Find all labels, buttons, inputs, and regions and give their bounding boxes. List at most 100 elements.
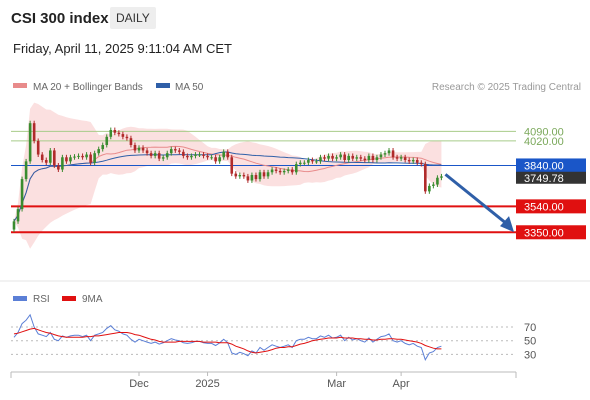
candle-body <box>440 176 443 178</box>
period-daily-button[interactable]: DAILY <box>110 7 156 29</box>
candle-body <box>24 161 28 180</box>
candle-body <box>53 150 56 166</box>
candle-body <box>258 172 262 180</box>
candle-body <box>246 176 250 181</box>
candle-body <box>36 140 40 155</box>
rsi-ma-line <box>13 327 442 354</box>
level-label-4020.00: 4020.00 <box>524 136 564 148</box>
candle-body <box>57 165 60 170</box>
candle-body <box>32 123 36 141</box>
candle-body <box>97 149 100 154</box>
candle-body <box>242 175 246 177</box>
level-tag-3840.00 <box>516 158 586 173</box>
candle-body <box>250 175 254 181</box>
level-label-3540.00: 3540.00 <box>524 201 564 213</box>
candle-body <box>327 155 330 159</box>
chart-datetime: Friday, April 11, 2025 9:11:04 AM CET <box>13 41 232 56</box>
level-label-4090.00: 4090.00 <box>524 126 564 138</box>
candle-body <box>109 130 113 137</box>
candle-body <box>210 157 213 159</box>
candle-body <box>226 151 230 158</box>
candle-body <box>125 136 129 139</box>
candle-body <box>105 136 109 145</box>
candle-body <box>44 160 48 163</box>
candle-body <box>137 147 141 151</box>
candle-body <box>419 162 423 165</box>
rsi-level-label-30: 30 <box>524 349 536 361</box>
candle-body <box>355 157 359 159</box>
rsi-legend-label: RSI <box>33 294 50 305</box>
candle-body <box>190 155 193 158</box>
candle-body <box>266 172 270 177</box>
candle-body <box>278 170 282 173</box>
ma50-legend-label: MA 50 <box>175 82 204 93</box>
candle-body <box>206 155 209 158</box>
candle-body <box>347 155 350 160</box>
candle-body <box>290 169 294 173</box>
rsi-legend: RSI 9MA <box>13 294 103 305</box>
candle-body <box>323 157 326 159</box>
candle-body <box>61 157 64 170</box>
candle-body <box>117 132 121 135</box>
candle-body <box>391 150 395 158</box>
candle-body <box>387 150 391 154</box>
candle-body <box>16 209 20 222</box>
candle-body <box>254 175 258 180</box>
level-tag-3540.00 <box>516 199 586 214</box>
candle-body <box>432 184 435 186</box>
candle-body <box>294 164 298 173</box>
candle-body <box>238 175 242 177</box>
candle-body <box>214 157 217 162</box>
candle-body <box>359 157 363 159</box>
candle-body <box>69 157 72 162</box>
candles <box>12 120 443 232</box>
candle-body <box>230 157 234 174</box>
candle-body <box>307 160 310 163</box>
candle-body <box>399 157 403 159</box>
candle-body <box>371 155 375 160</box>
candle-body <box>303 162 306 164</box>
forecast-arrow <box>444 173 514 233</box>
ma50-legend-swatch <box>156 83 170 88</box>
level-label-3350.00: 3350.00 <box>524 227 564 239</box>
x-axis: Dec 2025 Mar Apr <box>10 371 517 390</box>
credit-text: Research © 2025 Trading Central <box>432 82 581 93</box>
ma20-legend-swatch <box>13 83 27 88</box>
candle-body <box>194 154 197 156</box>
candle-body <box>331 155 334 159</box>
rsi-ma-legend-swatch <box>62 296 76 301</box>
main-legend: MA 20 + Bollinger Bands MA 50 <box>13 82 204 93</box>
candle-body <box>161 157 165 159</box>
candle-body <box>198 154 201 156</box>
candle-body <box>218 157 221 162</box>
candle-body <box>28 123 32 162</box>
candle-body <box>311 160 314 162</box>
candle-body <box>375 157 379 160</box>
rsi-legend-swatch <box>13 296 27 301</box>
candle-body <box>89 154 92 163</box>
candle-body <box>363 158 367 160</box>
candle-body <box>73 156 76 158</box>
forecast-arrow-head <box>500 216 514 233</box>
rsi-level-label-50: 50 <box>524 336 536 348</box>
candle-body <box>202 154 205 156</box>
candle-body <box>93 153 96 163</box>
candle-body <box>40 154 44 160</box>
candle-body <box>81 155 84 158</box>
candle-body <box>65 157 68 162</box>
candle-body <box>343 154 346 160</box>
candle-body <box>48 150 52 163</box>
candle-body <box>299 162 302 165</box>
candle-body <box>169 149 173 154</box>
candle-body <box>339 154 342 158</box>
candle-body <box>270 169 274 173</box>
candle-body <box>436 177 439 185</box>
ma20-legend-label: MA 20 + Bollinger Bands <box>33 82 143 93</box>
candle-body <box>20 179 24 210</box>
candle-body <box>351 155 355 159</box>
candle-body <box>383 153 387 155</box>
current-price-tag <box>516 171 586 184</box>
candle-body <box>403 157 407 160</box>
